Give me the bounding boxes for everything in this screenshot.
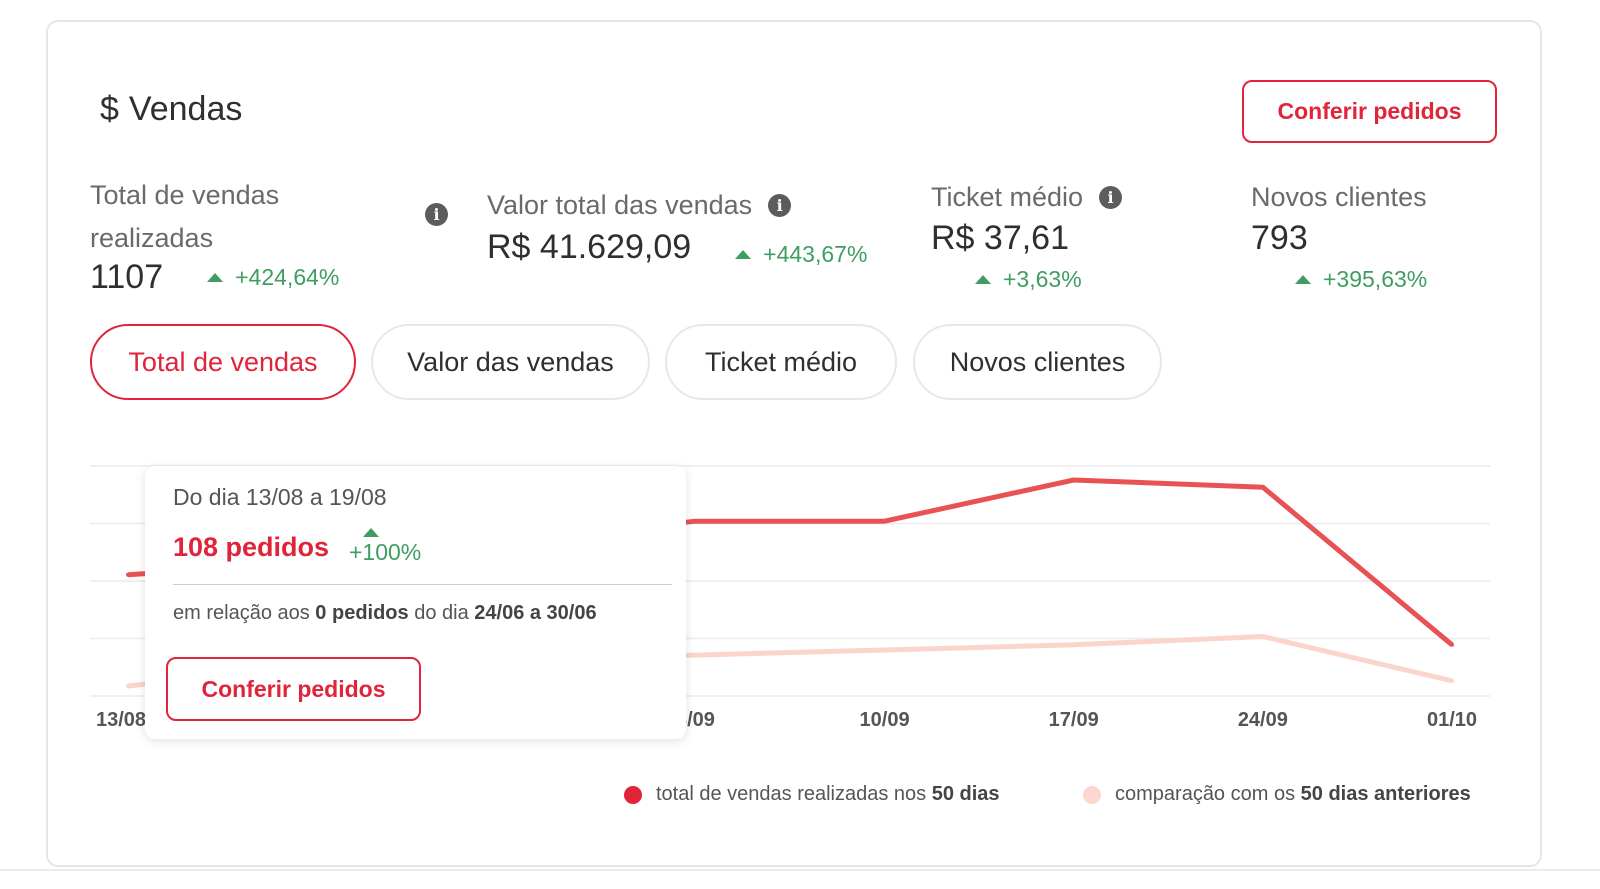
tab-total-sales[interactable]: Total de vendas — [90, 324, 356, 400]
tooltip-delta: +100% — [349, 528, 421, 566]
legend-text-plain: total de vendas realizadas nos — [656, 783, 932, 805]
series-previous-point[interactable] — [1260, 634, 1265, 639]
chart-tooltip: Do dia 13/08 a 19/08 108 pedidos +100% e… — [145, 466, 686, 739]
tab-sales-value[interactable]: Valor das vendas — [371, 324, 650, 400]
series-previous-point[interactable] — [693, 653, 698, 658]
arrow-up-icon — [735, 250, 752, 259]
info-icon[interactable]: i — [1099, 186, 1123, 209]
metric-label: Ticket médio — [931, 182, 1084, 212]
metric-value: 1107 — [90, 258, 164, 296]
metric-value: 793 — [1251, 219, 1308, 257]
legend-item-previous: comparação com os 50 dias anteriores — [1083, 783, 1471, 806]
x-tick-label: 13/08 — [96, 709, 146, 731]
tab-average-ticket[interactable]: Ticket médio — [665, 324, 897, 400]
tooltip-compare-mid: do dia — [408, 602, 475, 624]
tooltip-compare-prefix: em relação aos — [173, 602, 316, 624]
section-title-text: Vendas — [128, 90, 243, 128]
legend-text-bold: 50 dias anteriores — [1300, 783, 1471, 805]
series-current-point[interactable] — [1260, 485, 1265, 490]
x-tick-label: 24/09 — [1238, 709, 1288, 731]
tab-new-customers[interactable]: Novos clientes — [913, 324, 1162, 400]
metric-delta-text: +3,63% — [1003, 266, 1082, 292]
tooltip-delta-text: +100% — [349, 539, 422, 565]
series-previous-point[interactable] — [1450, 678, 1454, 683]
tooltip-date-range: Do dia 13/08 a 19/08 — [173, 484, 387, 510]
tooltip-comparison: em relação aos 0 pedidos do dia 24/06 a … — [173, 602, 597, 625]
legend-text: comparação com os 50 dias anteriores — [1115, 783, 1471, 806]
metric-delta-text: +443,67% — [763, 241, 868, 267]
tooltip-compare-orders: 0 pedidos — [315, 602, 409, 624]
series-current-point[interactable] — [126, 572, 130, 577]
legend-text-bold: 50 dias — [931, 783, 1000, 805]
metric-delta-text: +424,64% — [235, 264, 340, 290]
tooltip-divider — [173, 584, 672, 585]
x-tick-label: 01/10 — [1427, 709, 1477, 731]
check-orders-button[interactable]: Conferir pedidos — [1242, 80, 1497, 143]
arrow-up-icon — [363, 528, 380, 537]
metric-value: R$ 37,61 — [931, 219, 1069, 257]
metric-delta: +424,64% — [207, 264, 339, 291]
arrow-up-icon — [975, 275, 991, 284]
metric-average-ticket: Ticket médio i R$ 37,61 +3,63% — [931, 176, 1211, 293]
series-current-point[interactable] — [882, 519, 887, 524]
dollar-icon: $ — [100, 90, 119, 128]
tooltip-check-orders-button[interactable]: Conferir pedidos — [166, 657, 421, 721]
series-previous-point[interactable] — [126, 684, 130, 688]
metric-label: Valor total das vendas — [487, 190, 753, 220]
metric-delta: +443,67% — [735, 241, 867, 268]
info-icon[interactable]: i — [768, 194, 792, 217]
arrow-up-icon — [207, 273, 224, 282]
metric-label: Novos clientes — [1251, 182, 1427, 212]
series-current-point[interactable] — [1071, 478, 1076, 482]
x-tick-label: 10/09 — [860, 709, 910, 731]
series-previous-point[interactable] — [882, 647, 887, 652]
metric-new-customers: Novos clientes 793 +395,63% — [1251, 176, 1511, 293]
legend-text: total de vendas realizadas nos 50 dias — [656, 783, 1000, 806]
metric-delta-text: +395,63% — [1323, 266, 1428, 292]
metric-delta: +395,63% — [1295, 266, 1511, 293]
tooltip-orders: 108 pedidos — [173, 532, 330, 562]
section-title: $ Vendas — [100, 90, 242, 129]
tooltip-compare-range: 24/06 a 30/06 — [474, 602, 597, 624]
metric-sales-value: Valor total das vendas i R$ 41.629,09 +4… — [487, 184, 907, 268]
legend-dot-icon — [624, 785, 642, 804]
page-divider — [0, 869, 1600, 871]
info-icon[interactable]: i — [425, 203, 448, 226]
metric-delta: +3,63% — [975, 266, 1211, 293]
metric-label: Total de vendas realizadas — [90, 180, 280, 253]
x-tick-label: 17/09 — [1049, 709, 1099, 731]
series-current-point[interactable] — [693, 519, 698, 524]
metric-value: R$ 41.629,09 — [487, 228, 692, 266]
metric-total-sales: Total de vendas realizadas 1107 +424,64% — [90, 174, 390, 297]
legend-text-plain: comparação com os — [1115, 783, 1301, 805]
legend-dot-icon — [1083, 785, 1101, 804]
series-current-point[interactable] — [1450, 642, 1454, 647]
legend-item-current: total de vendas realizadas nos 50 dias — [624, 783, 1000, 806]
arrow-up-icon — [1295, 275, 1311, 284]
series-previous-point[interactable] — [1071, 642, 1076, 647]
